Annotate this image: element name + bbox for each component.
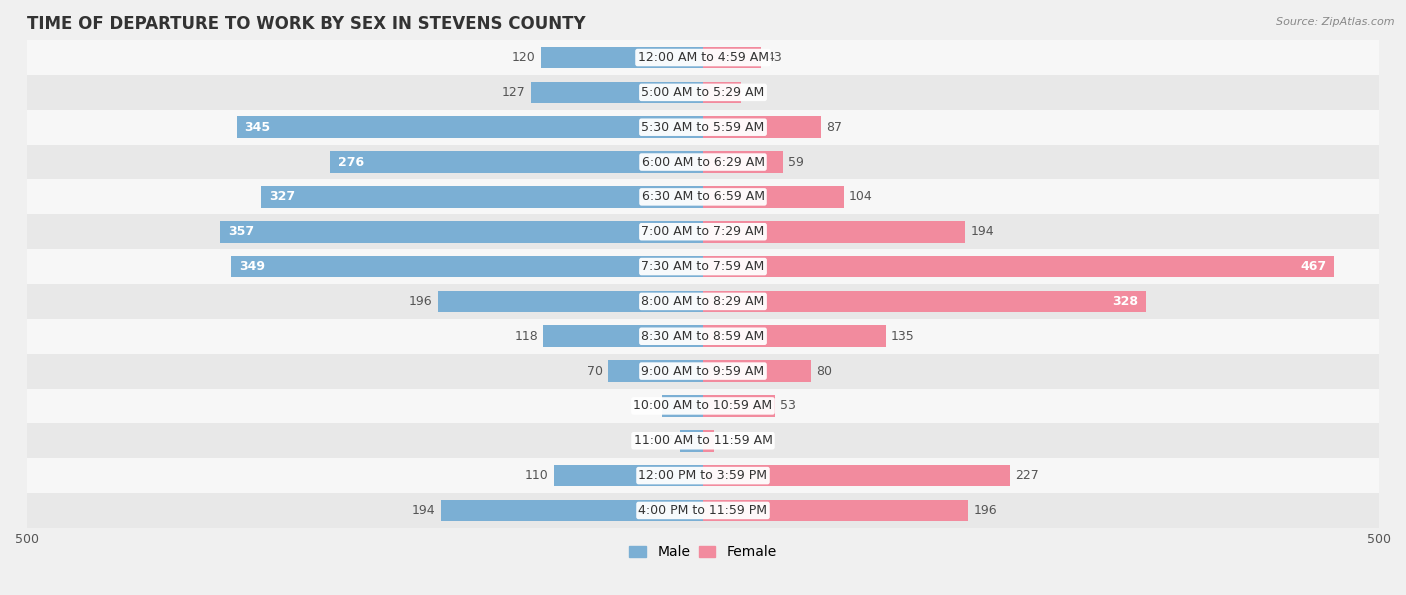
Text: 227: 227: [1015, 469, 1039, 482]
Text: 194: 194: [412, 504, 436, 517]
Text: 8:00 AM to 8:29 AM: 8:00 AM to 8:29 AM: [641, 295, 765, 308]
Text: 17: 17: [659, 434, 675, 447]
Text: 196: 196: [973, 504, 997, 517]
Bar: [703, 325, 886, 347]
Bar: [236, 117, 703, 138]
Text: 4:00 PM to 11:59 PM: 4:00 PM to 11:59 PM: [638, 504, 768, 517]
Text: 12:00 AM to 4:59 AM: 12:00 AM to 4:59 AM: [637, 51, 769, 64]
Text: TIME OF DEPARTURE TO WORK BY SEX IN STEVENS COUNTY: TIME OF DEPARTURE TO WORK BY SEX IN STEV…: [27, 15, 586, 33]
Text: 6:00 AM to 6:29 AM: 6:00 AM to 6:29 AM: [641, 155, 765, 168]
Bar: [0, 110, 1406, 145]
Bar: [662, 395, 703, 416]
Bar: [703, 430, 714, 452]
Bar: [681, 430, 703, 452]
Text: 127: 127: [502, 86, 526, 99]
Text: 120: 120: [512, 51, 536, 64]
Text: 276: 276: [337, 155, 364, 168]
Text: 196: 196: [409, 295, 433, 308]
Bar: [703, 151, 783, 173]
Text: 11:00 AM to 11:59 AM: 11:00 AM to 11:59 AM: [634, 434, 772, 447]
Text: 349: 349: [239, 260, 266, 273]
Bar: [0, 319, 1406, 353]
Text: 9:00 AM to 9:59 AM: 9:00 AM to 9:59 AM: [641, 365, 765, 378]
Text: 80: 80: [817, 365, 832, 378]
Text: 5:30 AM to 5:59 AM: 5:30 AM to 5:59 AM: [641, 121, 765, 134]
Bar: [554, 465, 703, 486]
Text: 467: 467: [1301, 260, 1326, 273]
Text: 194: 194: [970, 226, 994, 238]
Bar: [703, 47, 761, 68]
Text: 327: 327: [269, 190, 295, 203]
Text: 357: 357: [228, 226, 254, 238]
Bar: [703, 256, 1334, 277]
Text: 12:00 PM to 3:59 PM: 12:00 PM to 3:59 PM: [638, 469, 768, 482]
Text: 104: 104: [849, 190, 873, 203]
Bar: [0, 249, 1406, 284]
Text: 53: 53: [780, 399, 796, 412]
Text: 6:30 AM to 6:59 AM: 6:30 AM to 6:59 AM: [641, 190, 765, 203]
Bar: [439, 290, 703, 312]
Bar: [544, 325, 703, 347]
Text: 30: 30: [641, 399, 657, 412]
Bar: [609, 361, 703, 382]
Text: 43: 43: [766, 51, 782, 64]
Bar: [531, 82, 703, 103]
Bar: [0, 284, 1406, 319]
Text: 87: 87: [827, 121, 842, 134]
Bar: [231, 256, 703, 277]
Text: 5:00 AM to 5:29 AM: 5:00 AM to 5:29 AM: [641, 86, 765, 99]
Bar: [0, 353, 1406, 389]
Bar: [0, 75, 1406, 110]
Bar: [0, 493, 1406, 528]
Bar: [703, 117, 821, 138]
Text: 28: 28: [747, 86, 762, 99]
Text: 59: 59: [789, 155, 804, 168]
Text: 8:30 AM to 8:59 AM: 8:30 AM to 8:59 AM: [641, 330, 765, 343]
Text: 110: 110: [524, 469, 548, 482]
Bar: [221, 221, 703, 243]
Bar: [703, 221, 966, 243]
Bar: [703, 395, 775, 416]
Text: 345: 345: [245, 121, 271, 134]
Bar: [0, 40, 1406, 75]
Bar: [262, 186, 703, 208]
Bar: [703, 290, 1146, 312]
Bar: [440, 500, 703, 521]
Bar: [330, 151, 703, 173]
Text: 7:00 AM to 7:29 AM: 7:00 AM to 7:29 AM: [641, 226, 765, 238]
Bar: [703, 186, 844, 208]
Bar: [0, 424, 1406, 458]
Text: 7:30 AM to 7:59 AM: 7:30 AM to 7:59 AM: [641, 260, 765, 273]
Bar: [703, 82, 741, 103]
Bar: [0, 180, 1406, 214]
Text: 135: 135: [891, 330, 915, 343]
Bar: [703, 500, 967, 521]
Bar: [703, 361, 811, 382]
Bar: [703, 465, 1010, 486]
Text: 328: 328: [1112, 295, 1139, 308]
Text: Source: ZipAtlas.com: Source: ZipAtlas.com: [1277, 17, 1395, 27]
Text: 70: 70: [586, 365, 603, 378]
Text: 118: 118: [515, 330, 538, 343]
Text: 8: 8: [720, 434, 727, 447]
Bar: [0, 214, 1406, 249]
Legend: Male, Female: Male, Female: [624, 540, 782, 565]
Bar: [541, 47, 703, 68]
Text: 10:00 AM to 10:59 AM: 10:00 AM to 10:59 AM: [634, 399, 772, 412]
Bar: [0, 145, 1406, 180]
Bar: [0, 389, 1406, 424]
Bar: [0, 458, 1406, 493]
